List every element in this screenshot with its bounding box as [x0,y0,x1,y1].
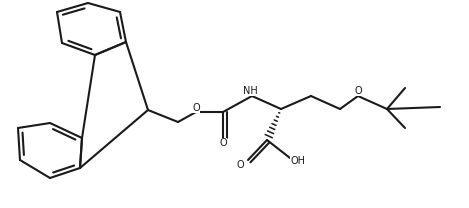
Text: O: O [354,86,362,96]
Text: O: O [192,103,200,113]
Text: NH: NH [242,86,257,96]
Text: O: O [236,160,244,170]
Text: OH: OH [290,156,305,166]
Text: O: O [219,138,227,148]
